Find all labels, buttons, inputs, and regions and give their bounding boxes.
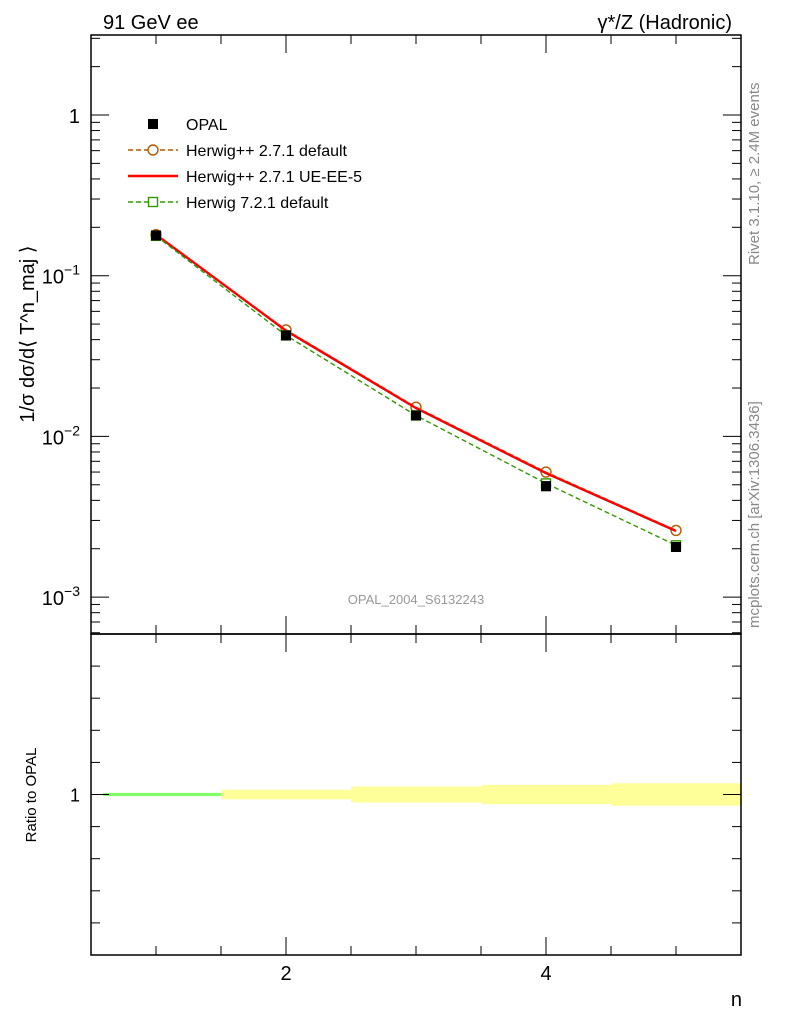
analysis-watermark: OPAL_2004_S6132243: [348, 592, 484, 607]
main-y-tick-label: 1: [69, 106, 80, 128]
opal-data-point-top: [281, 330, 291, 341]
main-series: [150, 228, 682, 553]
header-left-title: 91 GeV ee: [103, 12, 199, 34]
ratio-band-total: [351, 786, 481, 803]
opal-data-point-top: [671, 542, 681, 553]
main-ticks: [91, 35, 741, 634]
series-line-1: [155, 234, 677, 532]
series-line-3: [155, 235, 677, 546]
ratio-band-total: [611, 783, 741, 806]
main-y-axis-label-text: 1/σ dσ/d⟨ T^n_maj ⟩: [17, 245, 39, 422]
ratio-y-tick-label: 1: [70, 786, 80, 806]
main-y-axis-label: 1/σ dσ/d⟨ T^n_maj ⟩: [17, 245, 39, 422]
legend-label-3: Herwig 7.2.1 default: [186, 195, 329, 212]
series-line-2: [155, 233, 677, 533]
x-tick-label: 2: [280, 963, 291, 985]
legend-label-2: Herwig++ 2.7.1 UE-EE-5: [186, 169, 362, 186]
opal-data-point-top: [541, 481, 551, 492]
ratio-plot-frame: [90, 633, 742, 956]
ratio-y-axis-label-text: Ratio to OPAL: [23, 748, 40, 843]
legend-label-1: Herwig++ 2.7.1 default: [186, 143, 348, 160]
series-marker-1: [540, 466, 552, 478]
main-y-tick-label: 10−2: [42, 422, 80, 449]
main-y-tick-label: 10−3: [42, 583, 80, 610]
ratio-tick-labels: 1 2 4: [70, 786, 552, 986]
rivet-version-label: Rivet 3.1.10, ≥ 2.4M events: [746, 82, 763, 266]
ratio-band-stat: [103, 792, 221, 797]
x-axis-label: n: [731, 989, 742, 1011]
legend: OPAL Herwig++ 2.7.1 default Herwig++ 2.7.1…: [128, 117, 362, 212]
legend-marker-opal: [148, 119, 158, 129]
ratio-band-total: [481, 784, 611, 805]
ratio-bands: [103, 783, 741, 806]
legend-marker-1: [147, 144, 159, 156]
main-y-tick-label: 10−1: [42, 262, 80, 289]
opal-data-point-top: [151, 230, 161, 241]
mcplots-label: mcplots.cern.ch [arXiv:1306.3436]: [746, 401, 763, 628]
ratio-y-axis-label: Ratio to OPAL: [23, 748, 40, 843]
legend-label-0: OPAL: [186, 117, 228, 134]
opal-data-point-top: [411, 410, 421, 421]
main-y-tick-labels: 10−3 10−2 10−1 1: [42, 106, 80, 610]
legend-marker-3: [147, 196, 159, 208]
series-marker-1: [670, 524, 682, 537]
ratio-band-total: [221, 789, 351, 800]
header-right-title: γ*/Z (Hadronic): [598, 12, 732, 34]
x-tick-label: 4: [540, 963, 551, 985]
